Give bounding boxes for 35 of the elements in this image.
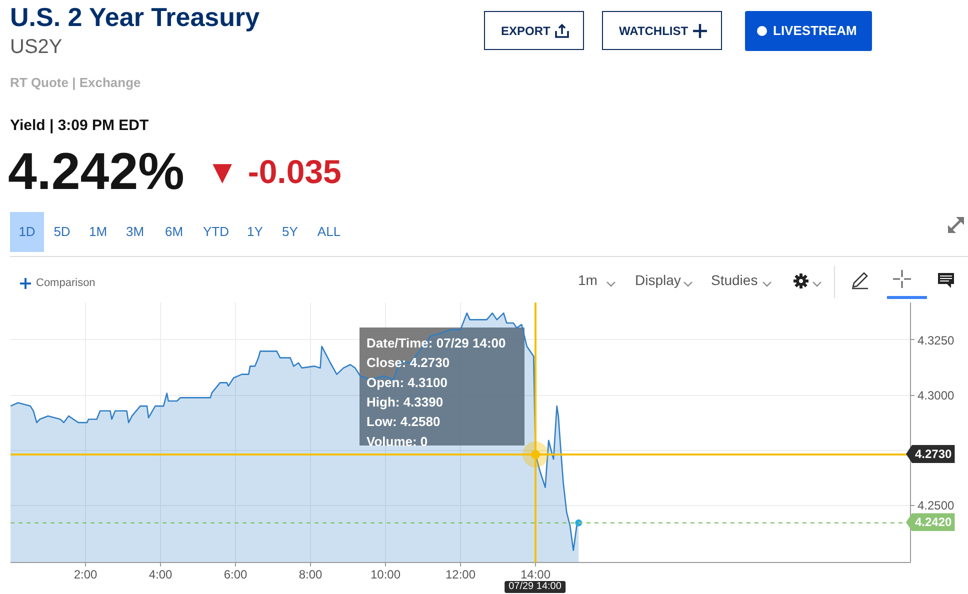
x-tick-label: 14:00 <box>520 568 551 582</box>
ref-line-label: 4.2420 <box>906 513 955 532</box>
text: ALL <box>316 224 342 239</box>
text: LIVESTREAM <box>773 23 857 38</box>
x-tick-label: 12:00 <box>445 568 476 582</box>
text: 3M <box>124 224 146 239</box>
text: Display <box>635 272 681 288</box>
text: YTD <box>202 224 230 239</box>
y-tick-label: 4.2500 <box>918 498 955 513</box>
text: EXPORT <box>501 24 550 38</box>
text: Yield | 3:09 PM EDT <box>10 117 149 134</box>
y-tick-label: 4.3250 <box>918 333 955 348</box>
x-tick-label: 4:00 <box>148 568 173 582</box>
text: WATCHLIST <box>619 24 688 38</box>
x-tick-label: 10:00 <box>370 568 401 582</box>
y-tick-label: 4.3000 <box>918 388 955 403</box>
text: 6M <box>164 224 184 239</box>
text: Comparison <box>36 277 96 289</box>
ref-line-label: 4.2730 <box>906 445 955 463</box>
chart-subtitle: US2Y <box>10 36 62 58</box>
x-tick-label: 6:00 <box>224 568 248 582</box>
chart-title: U.S. 2 Year Treasury <box>10 2 260 32</box>
text: ▼ -0.035 <box>206 153 342 190</box>
x-tick-label: 2:00 <box>74 568 98 582</box>
text: RT Quote | Exchange <box>10 75 141 90</box>
text: Studies <box>711 272 758 288</box>
text: 1D <box>18 224 36 239</box>
x-tick-label: 8:00 <box>298 568 323 582</box>
text: 1m <box>578 272 598 288</box>
ref-line-label: 07/29 14:00 <box>504 581 566 593</box>
text: 1Y <box>246 224 264 239</box>
text: 5D <box>52 224 72 239</box>
text: 1M <box>88 224 108 239</box>
text: 5Y <box>281 224 299 239</box>
text: 4.242% <box>8 143 184 201</box>
